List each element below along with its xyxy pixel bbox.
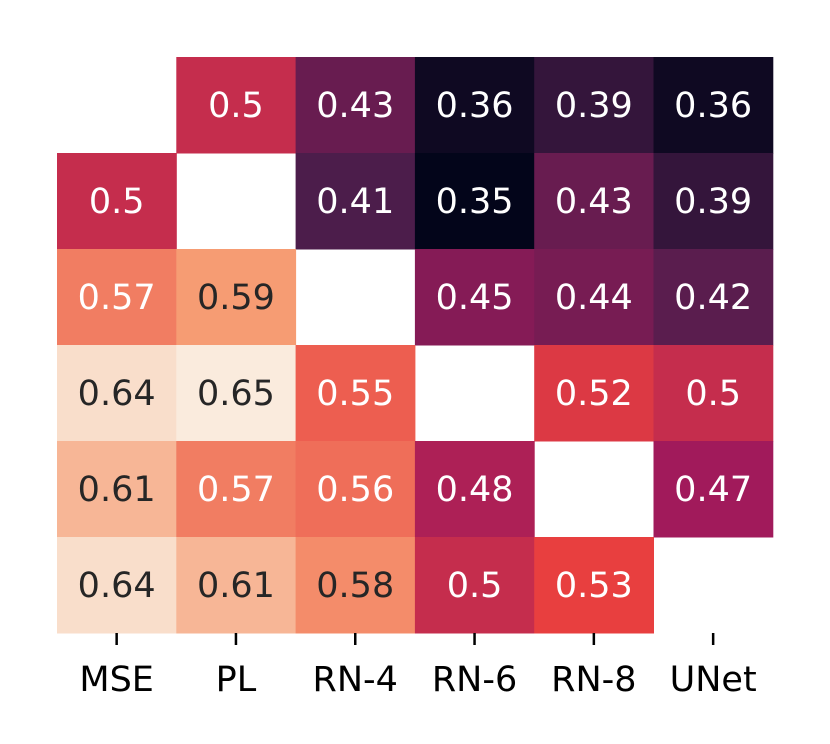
cell-label: 0.47 bbox=[674, 470, 752, 510]
cell-label: 0.64 bbox=[78, 566, 156, 606]
cell-label: 0.5 bbox=[208, 86, 264, 126]
heatmap-cell bbox=[295, 345, 416, 442]
x-tick-label: UNet bbox=[670, 660, 757, 700]
cell-label: 0.57 bbox=[78, 278, 156, 318]
heatmap-cell bbox=[653, 345, 774, 442]
x-tick-label: RN-8 bbox=[551, 660, 636, 700]
x-tick-label: RN-4 bbox=[313, 660, 398, 700]
cell-label: 0.55 bbox=[316, 374, 394, 414]
heatmap-cell bbox=[414, 57, 535, 154]
cell-label: 0.53 bbox=[555, 566, 633, 606]
heatmap-cell bbox=[176, 57, 297, 154]
cell-label: 0.41 bbox=[316, 182, 394, 222]
cell-label: 0.36 bbox=[674, 86, 752, 126]
cell-label: 0.61 bbox=[78, 470, 156, 510]
heatmap-cell bbox=[57, 537, 177, 634]
cell-label: 0.39 bbox=[674, 182, 752, 222]
cell-label: 0.43 bbox=[316, 86, 394, 126]
heatmap-cell bbox=[176, 345, 297, 442]
heatmap-cell bbox=[176, 441, 297, 538]
cell-label: 0.5 bbox=[89, 182, 145, 222]
heatmap-cell bbox=[534, 345, 654, 442]
cell-label: 0.35 bbox=[436, 182, 514, 222]
heatmap-cell bbox=[414, 249, 535, 346]
cell-label: 0.57 bbox=[197, 470, 275, 510]
heatmap-cell bbox=[534, 537, 654, 634]
cell-label: 0.45 bbox=[436, 278, 514, 318]
heatmap-cell bbox=[295, 537, 416, 634]
heatmap-cell bbox=[653, 153, 774, 250]
cell-label: 0.48 bbox=[436, 470, 514, 510]
heatmap-cell bbox=[295, 441, 416, 538]
x-tick-label: PL bbox=[216, 660, 257, 700]
cell-label: 0.52 bbox=[555, 374, 633, 414]
cell-label: 0.56 bbox=[316, 470, 394, 510]
heatmap-cell bbox=[176, 537, 297, 634]
cell-label: 0.59 bbox=[197, 278, 275, 318]
heatmap-cell bbox=[653, 441, 774, 538]
cell-label: 0.39 bbox=[555, 86, 633, 126]
heatmap-cell bbox=[534, 249, 654, 346]
heatmap-cell bbox=[414, 153, 535, 250]
heatmap-cell bbox=[653, 57, 774, 154]
heatmap-cell bbox=[295, 153, 416, 250]
heatmap-cell bbox=[534, 57, 654, 154]
cell-label: 0.43 bbox=[555, 182, 633, 222]
heatmap-cell bbox=[295, 57, 416, 154]
heatmap-cell bbox=[653, 249, 774, 346]
cell-label: 0.58 bbox=[316, 566, 394, 606]
x-tick-label: RN-6 bbox=[432, 660, 517, 700]
heatmap-cell bbox=[414, 537, 535, 634]
heatmap-cell bbox=[176, 249, 297, 346]
heatmap-cell bbox=[57, 441, 177, 538]
cell-label: 0.64 bbox=[78, 374, 156, 414]
cell-label: 0.61 bbox=[197, 566, 275, 606]
cell-label: 0.5 bbox=[685, 374, 741, 414]
x-tick-label: MSE bbox=[79, 660, 154, 700]
cell-label: 0.42 bbox=[674, 278, 752, 318]
heatmap-cell bbox=[57, 345, 177, 442]
heatmap-cell bbox=[57, 249, 177, 346]
cell-label: 0.5 bbox=[447, 566, 503, 606]
cell-label: 0.44 bbox=[555, 278, 633, 318]
heatmap-cell bbox=[534, 153, 654, 250]
heatmap-cell bbox=[57, 153, 177, 250]
cell-label: 0.36 bbox=[436, 86, 514, 126]
cell-label: 0.65 bbox=[197, 374, 275, 414]
heatmap-cell bbox=[414, 441, 535, 538]
